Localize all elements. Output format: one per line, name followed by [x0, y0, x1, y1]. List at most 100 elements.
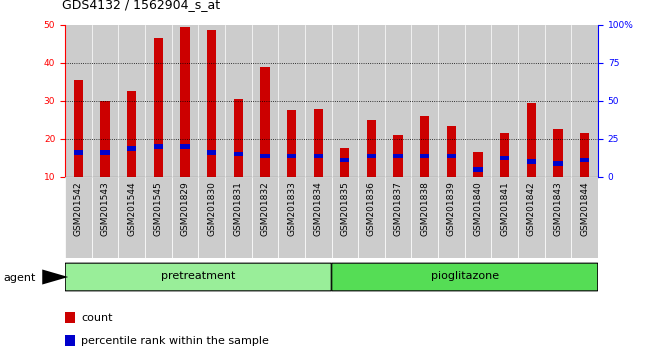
Bar	[198, 177, 225, 258]
Bar	[207, 150, 216, 155]
Bar	[92, 25, 118, 177]
Bar	[233, 152, 243, 156]
Bar	[172, 25, 198, 177]
Bar	[473, 167, 483, 172]
Bar	[500, 133, 510, 177]
Bar	[260, 154, 270, 158]
Bar	[207, 30, 216, 177]
Bar	[438, 25, 465, 177]
Bar	[313, 108, 323, 177]
Text: GSM201844: GSM201844	[580, 181, 589, 236]
Bar	[500, 156, 510, 160]
Bar	[100, 101, 110, 177]
Bar	[447, 154, 456, 158]
Bar	[65, 313, 75, 323]
Text: GSM201545: GSM201545	[154, 181, 162, 236]
Polygon shape	[42, 269, 68, 285]
Text: GSM201542: GSM201542	[74, 181, 83, 236]
Text: GSM201840: GSM201840	[474, 181, 482, 236]
Bar	[571, 25, 598, 177]
Bar	[491, 177, 518, 258]
Bar	[233, 99, 243, 177]
Text: pioglitazone: pioglitazone	[431, 272, 499, 281]
Bar	[305, 177, 332, 258]
Bar	[153, 144, 163, 149]
Bar	[278, 25, 305, 177]
Bar	[153, 38, 163, 177]
Bar	[385, 25, 411, 177]
Bar	[420, 154, 430, 158]
Text: GSM201543: GSM201543	[101, 181, 109, 236]
Bar	[65, 177, 92, 258]
Bar	[385, 177, 411, 258]
Text: GSM201837: GSM201837	[394, 181, 402, 236]
Bar	[580, 158, 590, 162]
Bar	[252, 177, 278, 258]
Bar	[118, 25, 145, 177]
Bar	[127, 91, 136, 177]
Text: GSM201842: GSM201842	[527, 181, 536, 236]
Bar	[73, 150, 83, 155]
Bar	[287, 154, 296, 158]
Bar	[473, 152, 483, 177]
Text: GSM201835: GSM201835	[341, 181, 349, 236]
Text: GSM201836: GSM201836	[367, 181, 376, 236]
Text: GSM201838: GSM201838	[421, 181, 429, 236]
Bar	[118, 177, 145, 258]
FancyBboxPatch shape	[332, 263, 598, 291]
Bar	[447, 126, 456, 177]
Bar	[340, 148, 350, 177]
Text: pretreatment: pretreatment	[161, 272, 235, 281]
Bar	[367, 120, 376, 177]
Bar	[411, 177, 438, 258]
Bar	[260, 67, 270, 177]
Text: agent: agent	[3, 273, 36, 283]
Bar	[225, 177, 252, 258]
Bar	[393, 135, 403, 177]
FancyBboxPatch shape	[65, 263, 332, 291]
Bar	[127, 146, 136, 151]
Bar	[332, 177, 358, 258]
Bar	[278, 177, 305, 258]
Bar	[180, 27, 190, 177]
Bar	[65, 25, 92, 177]
Bar	[545, 25, 571, 177]
Bar	[465, 25, 491, 177]
Bar	[252, 25, 278, 177]
Bar	[411, 25, 438, 177]
Bar	[518, 25, 545, 177]
Bar	[172, 177, 198, 258]
Bar	[393, 154, 403, 158]
Bar	[305, 25, 332, 177]
Text: GSM201843: GSM201843	[554, 181, 562, 236]
Text: GSM201544: GSM201544	[127, 181, 136, 236]
Bar	[358, 177, 385, 258]
Bar	[571, 177, 598, 258]
Text: count: count	[81, 313, 112, 323]
Bar	[526, 160, 536, 164]
Text: GDS4132 / 1562904_s_at: GDS4132 / 1562904_s_at	[62, 0, 220, 11]
Bar	[100, 150, 110, 155]
Bar	[180, 144, 190, 149]
Bar	[465, 177, 491, 258]
Bar	[518, 177, 545, 258]
Bar	[553, 161, 563, 166]
Bar	[580, 133, 590, 177]
Text: GSM201841: GSM201841	[500, 181, 509, 236]
Bar	[225, 25, 252, 177]
Bar	[491, 25, 518, 177]
Bar	[145, 177, 172, 258]
Text: GSM201833: GSM201833	[287, 181, 296, 236]
Text: GSM201831: GSM201831	[234, 181, 242, 236]
Bar	[65, 335, 75, 346]
Bar	[145, 25, 172, 177]
Bar	[340, 158, 350, 162]
Text: GSM201829: GSM201829	[181, 181, 189, 236]
Bar	[73, 80, 83, 177]
Bar	[198, 25, 225, 177]
Text: GSM201830: GSM201830	[207, 181, 216, 236]
Bar	[420, 116, 430, 177]
Text: GSM201834: GSM201834	[314, 181, 322, 236]
Text: GSM201832: GSM201832	[261, 181, 269, 236]
Bar	[358, 25, 385, 177]
